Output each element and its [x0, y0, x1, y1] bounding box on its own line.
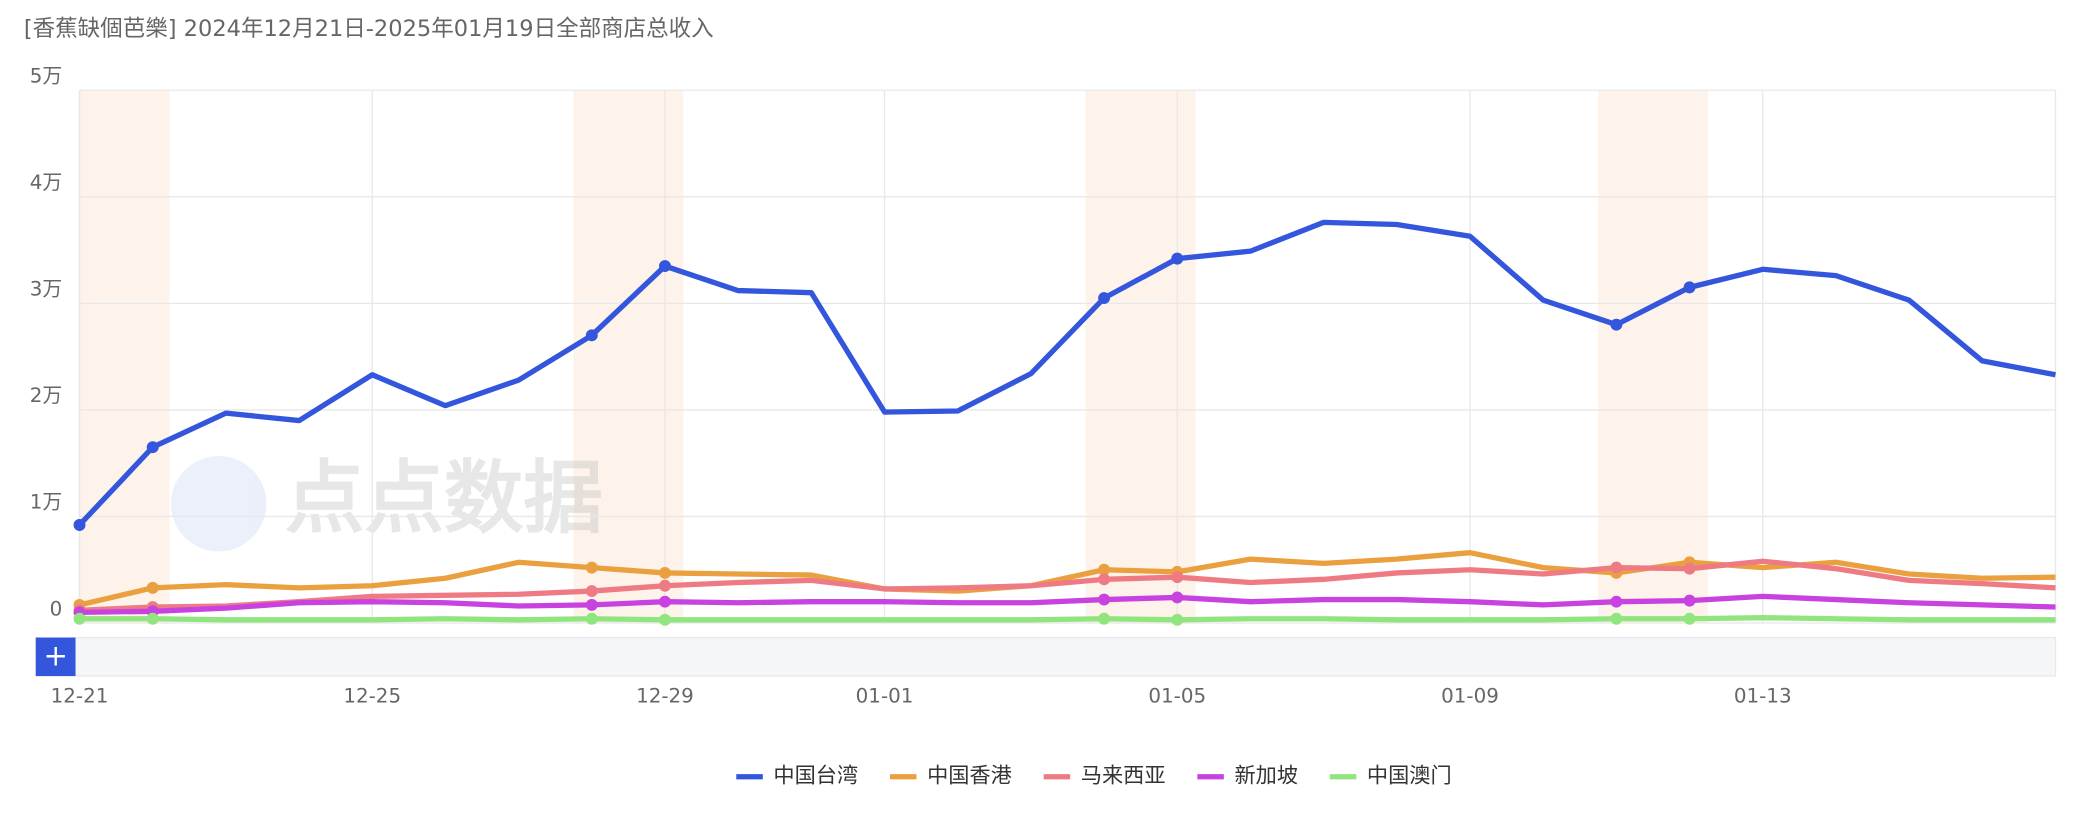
point: [585, 329, 598, 342]
slider-button[interactable]: [35, 637, 76, 677]
point: [585, 585, 598, 598]
zoom-slider[interactable]: [35, 636, 2057, 677]
watermark-logo: [170, 456, 267, 552]
point: [146, 612, 159, 625]
legend-label: 中国香港: [927, 763, 1012, 788]
point: [659, 613, 671, 626]
legend-label: 中国澳门: [1367, 763, 1452, 788]
point: [1171, 571, 1184, 584]
point: [659, 566, 671, 579]
series-line: [79, 593, 2056, 616]
series-line: [79, 558, 2056, 613]
chart-title: [香蕉缺個芭樂] 2024年12月21日-2025年01月19日全部商店总收入: [24, 16, 714, 42]
y-tick-label: 4万: [30, 171, 62, 194]
legend-item[interactable]: 中国台湾: [736, 763, 858, 788]
y-tick-label: 3万: [30, 278, 62, 301]
x-tick-label: 01-13: [1734, 685, 1792, 708]
legend-label: 马来西亚: [1081, 763, 1166, 788]
weekend-band: [1598, 90, 1708, 624]
watermark: 点点数据: [170, 452, 603, 552]
watermark-text: 点点数据: [285, 452, 603, 545]
x-tick-label: 01-05: [1148, 685, 1206, 708]
slider-button-label[interactable]: +: [43, 638, 67, 672]
series-line: [79, 615, 2056, 623]
x-tick-label: 12-21: [51, 685, 109, 708]
point: [659, 595, 671, 608]
point: [1610, 595, 1623, 608]
legend-item[interactable]: 新加坡: [1197, 763, 1298, 788]
point: [1683, 281, 1696, 294]
weekend-band: [79, 90, 170, 624]
point: [1098, 563, 1111, 576]
legend-label: 中国台湾: [773, 763, 858, 788]
point: [146, 441, 159, 454]
weekend-band: [1085, 90, 1196, 624]
point: [146, 581, 159, 594]
point: [585, 561, 598, 574]
y-tick-label: 0: [50, 597, 63, 620]
y-tick-label: 5万: [30, 65, 62, 88]
y-tick-label: 1万: [30, 491, 62, 514]
legend-item[interactable]: 中国澳门: [1329, 763, 1452, 788]
x-tick-label: 12-25: [343, 685, 401, 708]
point: [1098, 292, 1111, 305]
point: [1610, 612, 1623, 625]
point: [1683, 562, 1696, 575]
point: [585, 598, 598, 611]
legend-item[interactable]: 马来西亚: [1043, 763, 1166, 788]
point: [1683, 612, 1696, 625]
x-tick-label: 12-29: [636, 685, 694, 708]
x-tick-label: 01-09: [1441, 685, 1499, 708]
series-line: [77, 219, 2056, 527]
point: [1098, 593, 1111, 606]
point: [659, 260, 671, 273]
point: [73, 612, 86, 625]
legend: 中国台湾 中国香港 马来西亚 新加坡 中国澳门: [736, 763, 1452, 788]
x-tick-label: 01-01: [856, 685, 914, 708]
point: [1098, 612, 1111, 625]
legend-label: 新加坡: [1234, 763, 1298, 788]
point: [1171, 252, 1184, 265]
y-tick-label: 2万: [30, 384, 62, 407]
point: [1610, 561, 1623, 574]
point: [585, 612, 598, 625]
point: [1171, 613, 1184, 626]
legend-item[interactable]: 中国香港: [889, 763, 1012, 788]
point: [73, 519, 86, 531]
point: [1098, 573, 1111, 586]
point: [1171, 591, 1184, 604]
point: [1683, 594, 1696, 607]
point: [1610, 318, 1623, 331]
point: [659, 579, 671, 592]
